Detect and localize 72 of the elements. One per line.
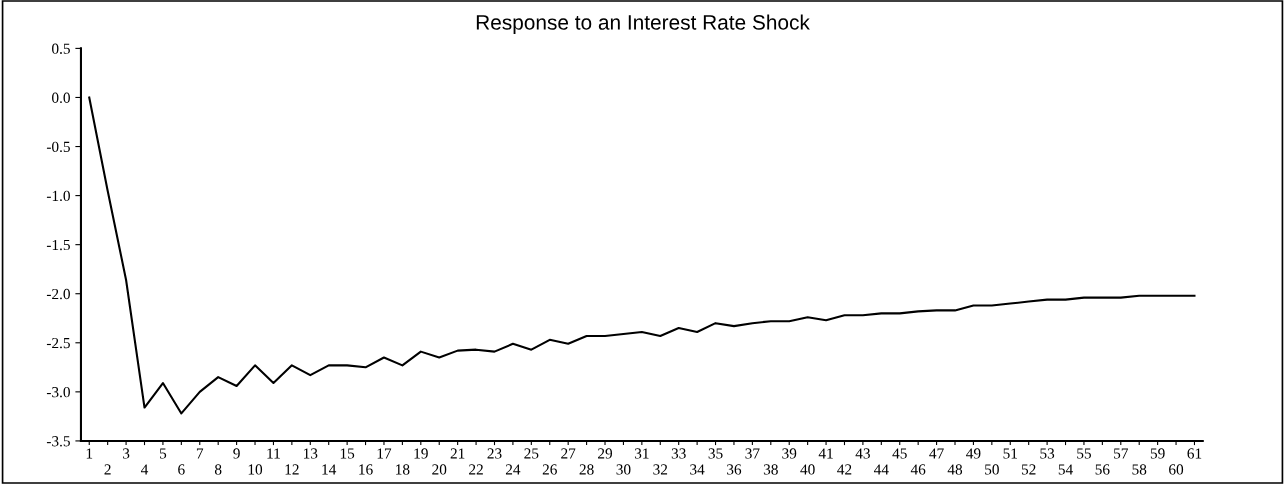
x-tick-label: 28 <box>579 464 594 475</box>
y-tick-label: -3.0 <box>46 387 70 398</box>
x-tick-label: 50 <box>985 464 999 475</box>
x-tick-label: 19 <box>414 448 428 459</box>
x-tick-label: 56 <box>1095 464 1110 475</box>
x-tick-label: 40 <box>800 464 815 475</box>
x-tick-label: 55 <box>1077 448 1091 459</box>
x-tick-label: 58 <box>1132 464 1147 475</box>
line-series <box>88 96 1196 415</box>
x-tick-label: 16 <box>359 464 373 475</box>
x-tick-label: 54 <box>1058 464 1073 475</box>
y-tick-label: 0.5 <box>52 43 70 54</box>
y-tick-label: 0.0 <box>52 92 70 103</box>
x-tick-label: 22 <box>469 464 483 475</box>
x-tick-label: 13 <box>303 448 318 459</box>
x-tick-label: 10 <box>248 464 263 475</box>
x-tick-label: 45 <box>892 448 907 459</box>
x-tick-label: 7 <box>196 448 204 459</box>
y-tick-label: -2.5 <box>46 337 70 349</box>
x-tick-label: 12 <box>285 464 299 475</box>
x-tick-label: 35 <box>708 448 723 459</box>
x-tick-label: 1 <box>86 448 93 459</box>
x-tick-label: 4 <box>140 464 149 475</box>
x-tick-label: 31 <box>634 448 649 459</box>
x-tick-label: 26 <box>542 464 557 475</box>
x-tick-label: 9 <box>233 448 240 459</box>
x-tick-label: 30 <box>616 464 631 475</box>
y-tick-label: -2.0 <box>46 288 70 300</box>
x-tick-label: 41 <box>818 448 833 459</box>
x-tick-label: 8 <box>214 464 222 475</box>
x-tick-label: 57 <box>1114 448 1128 459</box>
x-tick-label: 53 <box>1040 448 1055 459</box>
x-tick-label: 2 <box>104 464 111 475</box>
x-tick-label: 24 <box>505 464 521 475</box>
x-tick-label: 18 <box>396 464 410 475</box>
x-tick-label: 17 <box>377 448 392 459</box>
x-tick-label: 49 <box>966 448 981 459</box>
y-tick-label: -1.0 <box>46 190 70 202</box>
x-tick-label: 6 <box>178 464 185 475</box>
x-tick-label: 48 <box>947 464 963 475</box>
x-tick-label: 25 <box>524 448 539 459</box>
x-tick-label: 51 <box>1003 448 1017 459</box>
x-tick-label: 39 <box>782 448 797 459</box>
x-tick-label: 14 <box>322 464 337 475</box>
x-tick-label: 61 <box>1187 448 1202 459</box>
chart-title: Response to an Interest Rate Shock <box>476 14 810 34</box>
x-tick-label: 43 <box>855 448 870 459</box>
x-tick-label: 15 <box>340 448 355 459</box>
x-tick-label: 60 <box>1169 464 1184 475</box>
y-tick-label: -3.5 <box>46 436 70 447</box>
x-tick-label: 32 <box>653 464 668 475</box>
x-tick-label: 33 <box>671 448 686 459</box>
x-tick-label: 44 <box>873 464 889 475</box>
x-tick-label: 37 <box>745 448 760 459</box>
x-tick-label: 29 <box>598 448 613 459</box>
y-tick-label: -0.5 <box>46 141 70 153</box>
x-tick-label: 3 <box>123 448 130 459</box>
x-tick-label: 5 <box>159 448 167 459</box>
y-tick-label: -1.5 <box>46 239 70 251</box>
x-tick-label: 38 <box>763 464 778 475</box>
x-tick-label: 42 <box>837 464 852 475</box>
x-tick-label: 47 <box>929 448 944 459</box>
x-tick-label: 46 <box>910 464 926 475</box>
x-tick-label: 59 <box>1150 448 1165 459</box>
x-tick-label: 52 <box>1021 464 1036 475</box>
x-tick-label: 21 <box>450 448 465 459</box>
x-tick-label: 36 <box>727 464 742 475</box>
x-tick-label: 20 <box>432 464 447 475</box>
x-tick-label: 27 <box>561 448 576 459</box>
x-tick-label: 34 <box>690 464 705 475</box>
x-tick-label: 23 <box>487 448 502 459</box>
x-tick-label: 11 <box>267 448 280 459</box>
